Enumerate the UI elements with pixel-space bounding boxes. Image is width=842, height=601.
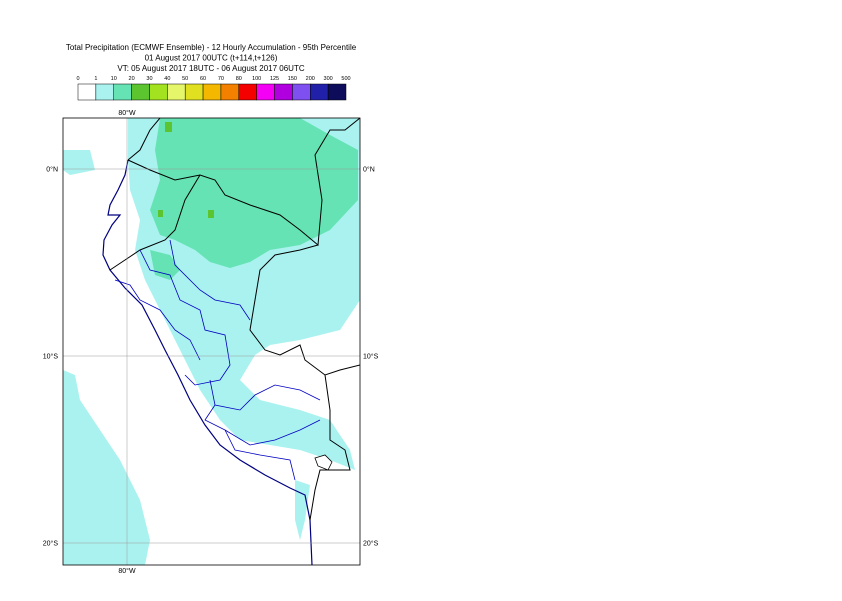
legend-swatch xyxy=(184,83,204,101)
precip-light xyxy=(63,150,95,175)
legend-label: 50 xyxy=(182,76,188,82)
title-line: 01 August 2017 00UTC (t+114,t+126) xyxy=(145,54,278,63)
legend-swatch xyxy=(95,83,114,101)
legend-swatch xyxy=(256,83,275,101)
legend-label: 20 xyxy=(129,76,135,82)
coastline xyxy=(102,159,313,565)
legend-label: 40 xyxy=(164,76,170,82)
grid-labels: 80°W 80°W 0°N 0°N 10°S 10°S 20°S 20°S xyxy=(43,109,379,575)
precip-medium xyxy=(150,250,180,280)
legend-swatch xyxy=(327,83,347,101)
lake xyxy=(314,454,333,471)
legend-label: 200 xyxy=(306,76,315,82)
legend-swatch xyxy=(292,83,311,101)
legend-label: 500 xyxy=(341,76,350,82)
latitude-label: 10°S xyxy=(363,353,379,361)
legend: 0 1 10 20 30 40 50 60 70 80 100 125 150 200 300 500 xyxy=(76,76,351,101)
legend-label: 30 xyxy=(146,76,152,82)
latitude-label: 20°S xyxy=(363,540,379,548)
legend-swatch xyxy=(131,83,150,101)
legend-swatch xyxy=(77,83,97,101)
legend-label: 300 xyxy=(324,76,333,82)
legend-swatch xyxy=(202,83,222,101)
latitude-label: 0°N xyxy=(363,166,375,174)
legend-swatch xyxy=(310,83,329,101)
title-line: Total Precipitation (ECMWF Ensemble) - 1… xyxy=(66,43,357,52)
legend-label: 70 xyxy=(218,76,224,82)
legend-label: 150 xyxy=(288,76,297,82)
precip-light xyxy=(295,480,310,540)
latitude-label: 0°N xyxy=(46,166,58,174)
title-block: Total Precipitation (ECMWF Ensemble) - 1… xyxy=(66,43,357,73)
legend-label: 60 xyxy=(200,76,206,82)
longitude-label: 80°W xyxy=(118,567,136,575)
legend-swatch xyxy=(274,83,293,101)
legend-label: 125 xyxy=(270,76,279,82)
map-area xyxy=(63,118,360,565)
precip-medium xyxy=(150,118,358,268)
legend-swatch xyxy=(238,83,257,101)
legend-label: 0 xyxy=(76,76,79,82)
region-border xyxy=(114,239,321,481)
legend-swatch xyxy=(149,83,168,101)
legend-swatch xyxy=(167,83,186,101)
country-border xyxy=(109,118,360,521)
legend-label: 100 xyxy=(252,76,261,82)
legend-label: 80 xyxy=(236,76,242,82)
latitude-label: 10°S xyxy=(43,353,59,361)
title-line: VT: 05 August 2017 18UTC - 06 August 201… xyxy=(117,64,304,73)
precip-light xyxy=(63,370,150,565)
latitude-label: 20°S xyxy=(43,540,59,548)
legend-label: 1 xyxy=(94,76,97,82)
legend-label: 10 xyxy=(111,76,117,82)
legend-swatch xyxy=(220,83,240,101)
map-frame xyxy=(62,117,361,566)
longitude-label: 80°W xyxy=(118,109,136,117)
legend-swatch xyxy=(113,83,132,101)
